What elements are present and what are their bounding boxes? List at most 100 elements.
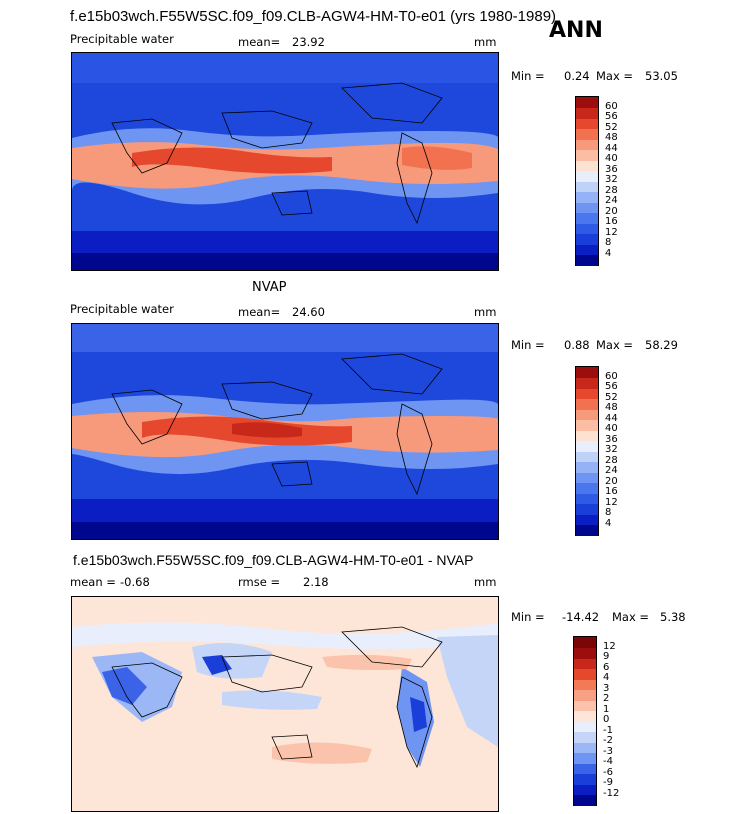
- colorbar-cell: [576, 212, 598, 224]
- colorbar-tick-label: 28: [605, 454, 618, 466]
- panel1-colorbar: [575, 96, 599, 266]
- colorbar-cell: [576, 451, 598, 462]
- colorbar-cell: [576, 223, 598, 234]
- panel3-heading: f.e15b03wch.F55W5SC.f09_f09.CLB-AGW4-HM-…: [73, 552, 474, 568]
- colorbar-cell: [576, 149, 598, 161]
- panel2-mean-value: 24.60: [292, 305, 325, 319]
- colorbar-tick-label: 56: [605, 381, 618, 392]
- panel2-mean-label: mean=: [238, 305, 281, 319]
- colorbar-tick-label: 6: [603, 661, 610, 673]
- colorbar-cell: [576, 472, 598, 483]
- panel3-mean-label: mean =: [70, 575, 116, 589]
- colorbar-tick-label: 52: [605, 121, 618, 133]
- panel3-colorbar: [573, 636, 597, 806]
- colorbar-cell: [574, 647, 596, 659]
- colorbar-tick-label: 8: [605, 237, 612, 248]
- colorbar-cell: [576, 461, 598, 473]
- colorbar-tick-label: 40: [605, 423, 618, 434]
- panel3-mean-value: -0.68: [120, 575, 150, 589]
- panel2-min-value: 0.88: [564, 338, 590, 352]
- panel2-max-label: Max =: [596, 338, 634, 352]
- panel1-map-svg: [72, 53, 498, 270]
- panel1-variable: Precipitable water: [70, 32, 174, 46]
- panel1-mean-value: 23.92: [292, 35, 325, 49]
- panel3-rmse-value: 2.18: [303, 575, 329, 589]
- panel3-rmse-label: rmse =: [238, 575, 281, 589]
- colorbar-tick-label: 2: [603, 693, 610, 704]
- colorbar-tick-label: -6: [603, 766, 613, 778]
- panel1-min-value: 0.24: [564, 69, 590, 83]
- colorbar-tick-label: 12: [605, 226, 618, 238]
- colorbar-cell: [576, 191, 598, 203]
- colorbar-cell: [574, 763, 596, 774]
- colorbar-tick-label: -12: [603, 787, 620, 799]
- colorbar-cell: [576, 430, 598, 441]
- colorbar-tick-label: -9: [603, 777, 613, 788]
- colorbar-tick-label: -3: [603, 745, 613, 757]
- colorbar-tick-label: 28: [605, 184, 618, 196]
- colorbar-cell: [576, 524, 598, 536]
- panel3-units: mm: [474, 575, 497, 589]
- panel2-heading: NVAP: [252, 280, 287, 295]
- colorbar-tick-label: 16: [605, 216, 618, 227]
- colorbar-tick-label: 12: [605, 496, 618, 508]
- colorbar-cell: [576, 388, 598, 399]
- panel1-max-label: Max =: [596, 69, 634, 83]
- colorbar-cell: [576, 440, 598, 452]
- colorbar-cell: [576, 514, 598, 525]
- colorbar-cell: [576, 244, 598, 255]
- colorbar-cell: [576, 367, 598, 378]
- panel2-colorbar: [575, 366, 599, 536]
- colorbar-cell: [576, 398, 598, 410]
- colorbar-cell: [576, 139, 598, 150]
- colorbar-tick-label: 56: [605, 111, 618, 122]
- colorbar-cell: [574, 721, 596, 732]
- colorbar-tick-label: 4: [605, 517, 612, 529]
- panel2-variable: Precipitable water: [70, 302, 174, 316]
- panel1-max-value: 53.05: [645, 69, 678, 83]
- colorbar-tick-label: 36: [605, 163, 618, 175]
- panel1-mean-label: mean=: [238, 35, 281, 49]
- colorbar-cell: [576, 254, 598, 266]
- panel1-min-label: Min =: [511, 69, 545, 83]
- colorbar-tick-label: 48: [605, 132, 618, 143]
- panel2-units: mm: [474, 305, 497, 319]
- colorbar-tick-label: -1: [603, 724, 613, 736]
- colorbar-tick-label: 3: [603, 682, 610, 694]
- colorbar-tick-label: 12: [603, 640, 616, 652]
- colorbar-tick-label: 4: [605, 247, 612, 259]
- colorbar-tick-label: 60: [605, 370, 618, 382]
- colorbar-tick-label: 36: [605, 433, 618, 445]
- colorbar-tick-label: 9: [603, 651, 610, 662]
- colorbar-cell: [576, 97, 598, 108]
- colorbar-cell: [576, 118, 598, 129]
- colorbar-tick-label: 0: [603, 714, 610, 725]
- colorbar-cell: [576, 377, 598, 389]
- panel3-map-svg: [72, 597, 498, 811]
- colorbar-cell: [574, 710, 596, 722]
- colorbar-cell: [576, 181, 598, 192]
- colorbar-tick-label: 20: [605, 475, 618, 487]
- colorbar-tick-label: 44: [605, 412, 618, 424]
- colorbar-cell: [574, 689, 596, 701]
- colorbar-tick-label: 52: [605, 391, 618, 403]
- panel3-map: [71, 596, 499, 812]
- panel3-max-label: Max =: [612, 610, 650, 624]
- colorbar-cell: [574, 752, 596, 764]
- colorbar-cell: [576, 128, 598, 140]
- colorbar-cell: [574, 784, 596, 795]
- colorbar-tick-label: 8: [605, 507, 612, 518]
- colorbar-tick-label: 4: [603, 672, 610, 683]
- run-title: f.e15b03wch.F55W5SC.f09_f09.CLB-AGW4-HM-…: [70, 8, 557, 25]
- colorbar-tick-label: 32: [605, 174, 618, 185]
- colorbar-cell: [576, 107, 598, 119]
- colorbar-cell: [574, 731, 596, 743]
- colorbar-tick-label: 24: [605, 195, 618, 206]
- colorbar-cell: [574, 773, 596, 785]
- colorbar-cell: [576, 233, 598, 245]
- panel3-min-value: -14.42: [562, 610, 600, 624]
- colorbar-cell: [574, 679, 596, 690]
- colorbar-cell: [576, 482, 598, 494]
- season-label: ANN: [549, 18, 603, 43]
- panel2-min-label: Min =: [511, 338, 545, 352]
